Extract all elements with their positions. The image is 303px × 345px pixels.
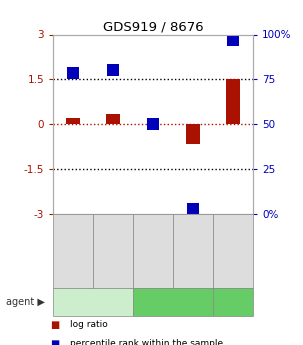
Text: GSM27522: GSM27522 xyxy=(148,227,158,275)
Text: ■: ■ xyxy=(50,320,59,330)
Text: aza-dC,
TSA: aza-dC, TSA xyxy=(217,293,249,312)
Bar xyxy=(226,79,240,124)
Text: agent ▶: agent ▶ xyxy=(6,297,45,307)
Text: aza-dC: aza-dC xyxy=(78,298,108,307)
Text: ■: ■ xyxy=(50,339,59,345)
Bar xyxy=(106,114,120,124)
Bar xyxy=(66,118,80,124)
Text: GSM27527: GSM27527 xyxy=(108,227,118,275)
Bar xyxy=(186,124,200,144)
Text: GSM27521: GSM27521 xyxy=(68,227,78,275)
Text: GSM27523: GSM27523 xyxy=(228,227,238,275)
Text: TSA: TSA xyxy=(165,298,181,307)
Text: GSM27530: GSM27530 xyxy=(188,227,198,275)
Title: GDS919 / 8676: GDS919 / 8676 xyxy=(103,20,203,33)
Text: log ratio: log ratio xyxy=(70,321,108,329)
Text: percentile rank within the sample: percentile rank within the sample xyxy=(70,339,223,345)
